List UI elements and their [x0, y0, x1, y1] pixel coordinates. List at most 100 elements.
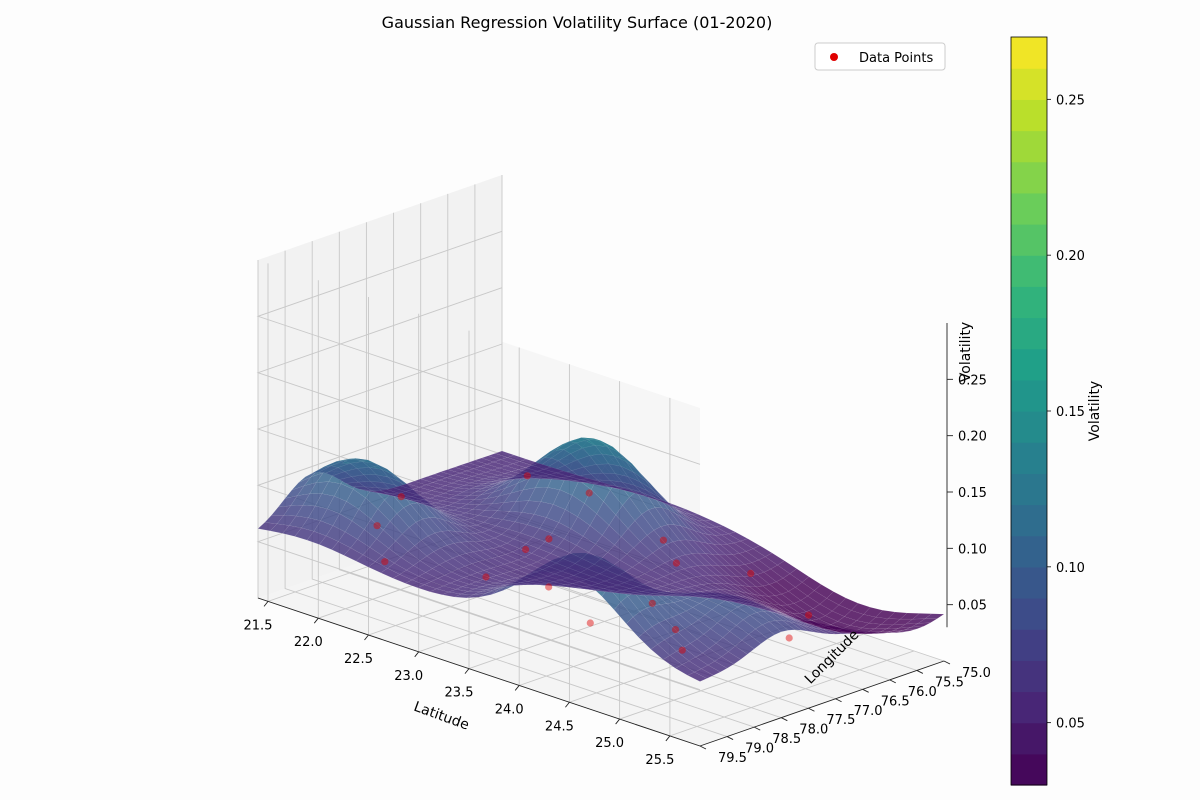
y-tick-mark — [781, 717, 788, 722]
colorbar-tick-label: 0.15 — [1056, 405, 1085, 420]
legend-entry-data-points: Data Points — [859, 51, 933, 66]
x-tick-label: 22.0 — [294, 635, 323, 650]
colorbar-band — [1011, 598, 1047, 630]
colorbar-tick-label: 0.20 — [1056, 249, 1085, 264]
x-tick-mark — [514, 685, 520, 691]
colorbar-band — [1011, 691, 1047, 724]
x-tick-label: 24.0 — [495, 703, 524, 718]
data-point — [586, 619, 594, 627]
data-point — [747, 569, 755, 578]
colorbar-tick-label: 0.05 — [1056, 717, 1085, 732]
colorbar-band — [1011, 566, 1047, 599]
x-tick-label: 21.5 — [244, 618, 273, 633]
surface-patch — [721, 651, 742, 665]
colorbar-band — [1011, 473, 1047, 506]
tick-labels: 21.5 22.0 22.5 23.0 23.5 24.0 24.5 25.0 25.5 75.0… — [244, 373, 991, 768]
surface-patch — [904, 626, 924, 631]
colorbar-band — [1011, 255, 1047, 287]
colorbar-band — [1011, 442, 1047, 474]
colorbar-band — [1011, 660, 1047, 693]
surface-patch — [891, 630, 911, 633]
y-tick-label: 76.0 — [908, 685, 937, 700]
data-point — [785, 634, 793, 642]
colorbar-band — [1011, 722, 1047, 755]
colorbar-label: Volatility — [1087, 381, 1103, 441]
data-point — [671, 626, 680, 634]
z-tick-label: 0.10 — [958, 542, 987, 557]
x-tick-mark — [414, 651, 420, 658]
colorbar-band — [1011, 224, 1047, 256]
colorbar-band — [1011, 411, 1047, 443]
z-tick-label: 0.20 — [958, 430, 987, 445]
surface-patch — [816, 628, 836, 635]
data-point — [672, 559, 681, 567]
y-tick-label: 76.5 — [881, 694, 910, 709]
x-tick-label: 23.5 — [445, 686, 474, 701]
y-tick-mark — [889, 679, 896, 684]
z-tick-label: 0.25 — [958, 373, 987, 388]
data-point — [545, 583, 553, 591]
colorbar-band — [1011, 37, 1047, 69]
y-tick-label: 79.5 — [718, 751, 747, 766]
grid-line-vol — [256, 230, 701, 465]
surface-patch — [741, 634, 762, 650]
x-axis-line — [257, 597, 701, 747]
x-tick-mark — [464, 668, 470, 674]
y-tick-label: 75.0 — [962, 666, 991, 681]
x-axis-label: Latitude — [412, 699, 472, 734]
x-tick-label: 22.5 — [344, 652, 373, 667]
y-tick-label: 79.0 — [745, 742, 774, 757]
y-tick-mark — [808, 707, 815, 712]
z-tick-label: 0.05 — [958, 599, 987, 614]
colorbar-band — [1011, 68, 1047, 100]
data-point — [381, 558, 389, 566]
colorbar-band — [1011, 130, 1047, 163]
x-tick-label: 25.5 — [645, 753, 674, 768]
data-point — [373, 522, 381, 530]
chart-title: Gaussian Regression Volatility Surface (… — [382, 13, 773, 32]
x-tick-mark — [313, 617, 319, 624]
y-tick-mark — [835, 698, 842, 703]
x-tick-mark — [263, 601, 269, 607]
surface-patch — [884, 631, 904, 634]
axes — [257, 323, 953, 750]
x-tick-label: 24.5 — [545, 719, 574, 734]
colorbar-band — [1011, 753, 1047, 786]
z-tick-label: 0.15 — [958, 486, 987, 501]
legend-box — [814, 42, 946, 71]
z-axis-label: Volatility — [958, 322, 974, 382]
y-tick-mark — [862, 688, 869, 693]
data-point — [659, 536, 668, 544]
surface-patch — [707, 660, 728, 673]
y-tick-mark — [699, 745, 707, 750]
y-tick-label: 77.5 — [826, 713, 855, 728]
x-tick-mark — [615, 718, 620, 725]
colorbar-band — [1011, 192, 1047, 225]
volatility-surface — [257, 437, 945, 682]
colorbar-band — [1011, 99, 1047, 132]
data-point — [678, 646, 686, 654]
colorbar-band — [1011, 379, 1047, 412]
x-tick-label: 23.0 — [394, 669, 423, 684]
surface-patch — [755, 624, 775, 639]
y-axis-line — [699, 660, 945, 747]
y-tick-mark — [726, 736, 734, 740]
colorbar-tick-label: 0.10 — [1056, 561, 1085, 576]
surface-patch — [700, 664, 721, 676]
surface-patch — [775, 620, 796, 631]
colorbar-tick-label: 0.25 — [1056, 93, 1085, 108]
data-point — [805, 611, 813, 619]
data-points — [373, 472, 813, 654]
data-point — [523, 472, 531, 480]
colorbar-band — [1011, 629, 1047, 661]
data-point — [482, 573, 490, 581]
colorbar-bands — [1011, 37, 1047, 786]
colorbar-band — [1011, 504, 1047, 537]
data-point — [545, 535, 553, 543]
colorbar-band — [1011, 286, 1047, 319]
surface-patch — [809, 627, 829, 635]
surface-patch — [789, 621, 809, 632]
y-tick-mark — [943, 660, 951, 665]
data-point — [397, 493, 405, 501]
